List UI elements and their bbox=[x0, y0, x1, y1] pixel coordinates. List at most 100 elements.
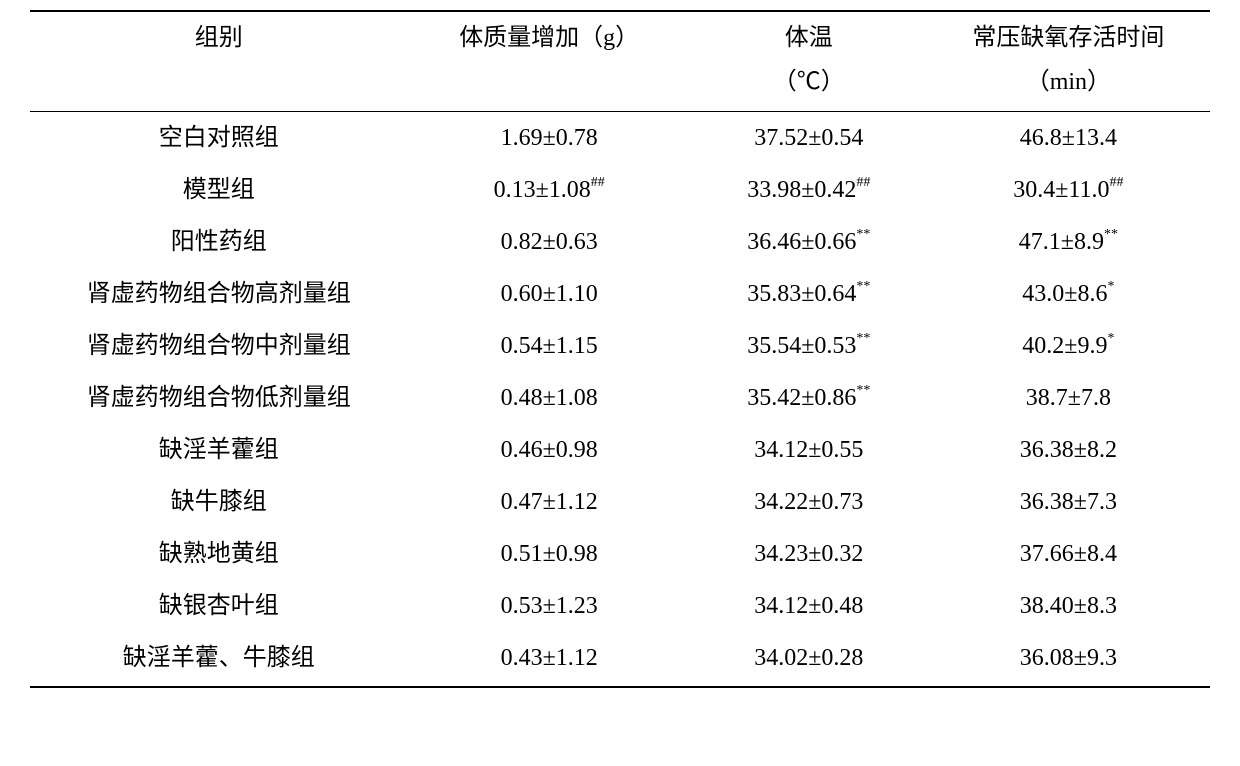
header-mass-sub bbox=[408, 62, 691, 112]
header-group: 组别 bbox=[30, 11, 408, 62]
table-row: 缺淫羊藿、牛膝组 0.43±1.12 34.02±0.28 36.08±9.3 bbox=[30, 632, 1210, 687]
cell-temp-value: 34.12±0.55 bbox=[754, 437, 863, 463]
cell-mass: 0.47±1.12 bbox=[408, 476, 691, 528]
cell-temp: 35.42±0.86** bbox=[691, 372, 927, 424]
cell-survival-superscript: ** bbox=[1104, 227, 1118, 242]
cell-survival-value: 47.1±8.9 bbox=[1019, 229, 1104, 255]
cell-survival-value: 38.40±8.3 bbox=[1020, 593, 1117, 619]
header-mass: 体质量增加（g） bbox=[408, 11, 691, 62]
table-row: 缺银杏叶组 0.53±1.23 34.12±0.48 38.40±8.3 bbox=[30, 580, 1210, 632]
cell-mass: 0.43±1.12 bbox=[408, 632, 691, 687]
table-row: 缺淫羊藿组0.46±0.9834.12±0.5536.38±8.2 bbox=[30, 424, 1210, 476]
header-temp: 体温 bbox=[691, 11, 927, 62]
cell-survival: 36.38±8.2 bbox=[927, 424, 1210, 476]
cell-mass-value: 0.46±0.98 bbox=[501, 437, 598, 463]
cell-survival-superscript: ## bbox=[1110, 175, 1124, 190]
cell-group: 缺淫羊藿、牛膝组 bbox=[30, 632, 408, 687]
cell-mass-value: 0.60±1.10 bbox=[501, 281, 598, 307]
cell-mass-value: 0.13±1.08 bbox=[494, 177, 591, 203]
cell-group: 缺熟地黄组 bbox=[30, 528, 408, 580]
cell-temp-value: 34.12±0.48 bbox=[754, 593, 863, 619]
table-row: 阳性药组0.82±0.6336.46±0.66**47.1±8.9** bbox=[30, 216, 1210, 268]
cell-temp-value: 33.98±0.42 bbox=[747, 177, 856, 203]
cell-survival: 30.4±11.0## bbox=[927, 164, 1210, 216]
table-row: 缺牛膝组 0.47±1.12 34.22±0.73 36.38±7.3 bbox=[30, 476, 1210, 528]
cell-group: 模型组 bbox=[30, 164, 408, 216]
cell-survival: 43.0±8.6* bbox=[927, 268, 1210, 320]
table-row: 肾虚药物组合物低剂量组 0.48±1.08 35.42±0.86** 38.7±7.8 bbox=[30, 372, 1210, 424]
cell-survival-value: 43.0±8.6 bbox=[1022, 281, 1107, 307]
cell-temp: 37.52±0.54 bbox=[691, 112, 927, 165]
cell-survival: 38.40±8.3 bbox=[927, 580, 1210, 632]
table-row: 空白对照组 1.69±0.78 37.52±0.54 46.8±13.4 bbox=[30, 112, 1210, 165]
cell-temp: 34.12±0.48 bbox=[691, 580, 927, 632]
cell-group: 缺牛膝组 bbox=[30, 476, 408, 528]
cell-temp-value: 34.02±0.28 bbox=[754, 645, 863, 671]
cell-group: 肾虚药物组合物低剂量组 bbox=[30, 372, 408, 424]
cell-mass-superscript: ## bbox=[591, 175, 605, 190]
cell-temp-value: 35.54±0.53 bbox=[747, 333, 856, 359]
header-surv-sub: （min） bbox=[927, 62, 1210, 112]
cell-mass-value: 0.82±0.63 bbox=[501, 229, 598, 255]
data-table-container: 组别 体质量增加（g） 体温 常压缺氧存活时间 （℃） （min） 空白对照组 1… bbox=[0, 0, 1240, 708]
header-temp-sub: （℃） bbox=[691, 62, 927, 112]
cell-temp: 34.23±0.32 bbox=[691, 528, 927, 580]
cell-mass-value: 0.53±1.23 bbox=[501, 593, 598, 619]
cell-temp-value: 34.22±0.73 bbox=[754, 489, 863, 515]
cell-temp-value: 36.46±0.66 bbox=[747, 229, 856, 255]
cell-survival-value: 37.66±8.4 bbox=[1020, 541, 1117, 567]
cell-temp: 34.12±0.55 bbox=[691, 424, 927, 476]
table-row: 缺熟地黄组 0.51±0.98 34.23±0.32 37.66±8.4 bbox=[30, 528, 1210, 580]
cell-mass: 0.60±1.10 bbox=[408, 268, 691, 320]
cell-mass: 0.13±1.08## bbox=[408, 164, 691, 216]
cell-survival-superscript: * bbox=[1107, 279, 1114, 294]
cell-survival: 37.66±8.4 bbox=[927, 528, 1210, 580]
cell-temp-superscript: ** bbox=[856, 331, 870, 346]
cell-temp-value: 34.23±0.32 bbox=[754, 541, 863, 567]
cell-survival: 36.08±9.3 bbox=[927, 632, 1210, 687]
cell-survival: 38.7±7.8 bbox=[927, 372, 1210, 424]
cell-temp: 35.83±0.64** bbox=[691, 268, 927, 320]
cell-mass-value: 0.54±1.15 bbox=[501, 333, 598, 359]
cell-survival-value: 38.7±7.8 bbox=[1026, 385, 1111, 411]
cell-mass: 1.69±0.78 bbox=[408, 112, 691, 165]
cell-temp-superscript: ## bbox=[856, 175, 870, 190]
cell-mass: 0.46±0.98 bbox=[408, 424, 691, 476]
cell-survival: 40.2±9.9* bbox=[927, 320, 1210, 372]
cell-survival-value: 46.8±13.4 bbox=[1020, 125, 1117, 151]
cell-temp: 35.54±0.53** bbox=[691, 320, 927, 372]
data-table: 组别 体质量增加（g） 体温 常压缺氧存活时间 （℃） （min） 空白对照组 1… bbox=[30, 10, 1210, 688]
table-row: 模型组0.13±1.08##33.98±0.42##30.4±11.0## bbox=[30, 164, 1210, 216]
cell-mass-value: 0.48±1.08 bbox=[501, 385, 598, 411]
cell-mass-value: 1.69±0.78 bbox=[501, 125, 598, 151]
cell-mass-value: 0.47±1.12 bbox=[501, 489, 598, 515]
table-row: 肾虚药物组合物高剂量组0.60±1.1035.83±0.64**43.0±8.6… bbox=[30, 268, 1210, 320]
cell-mass-value: 0.43±1.12 bbox=[501, 645, 598, 671]
table-header: 组别 体质量增加（g） 体温 常压缺氧存活时间 （℃） （min） bbox=[30, 11, 1210, 112]
cell-temp-superscript: ** bbox=[856, 227, 870, 242]
cell-group: 缺银杏叶组 bbox=[30, 580, 408, 632]
cell-survival: 47.1±8.9** bbox=[927, 216, 1210, 268]
cell-group: 阳性药组 bbox=[30, 216, 408, 268]
cell-group: 肾虚药物组合物高剂量组 bbox=[30, 268, 408, 320]
cell-mass: 0.53±1.23 bbox=[408, 580, 691, 632]
cell-mass: 0.51±0.98 bbox=[408, 528, 691, 580]
cell-group: 空白对照组 bbox=[30, 112, 408, 165]
cell-survival-value: 36.38±8.2 bbox=[1020, 437, 1117, 463]
cell-temp-value: 35.83±0.64 bbox=[747, 281, 856, 307]
cell-mass-value: 0.51±0.98 bbox=[501, 541, 598, 567]
cell-mass: 0.48±1.08 bbox=[408, 372, 691, 424]
cell-survival-value: 36.08±9.3 bbox=[1020, 645, 1117, 671]
cell-survival-value: 36.38±7.3 bbox=[1020, 489, 1117, 515]
cell-temp-superscript: ** bbox=[856, 279, 870, 294]
cell-survival: 36.38±7.3 bbox=[927, 476, 1210, 528]
cell-mass: 0.82±0.63 bbox=[408, 216, 691, 268]
cell-temp: 36.46±0.66** bbox=[691, 216, 927, 268]
header-surv: 常压缺氧存活时间 bbox=[927, 11, 1210, 62]
table-body: 空白对照组1.69±0.7837.52±0.5446.8±13.4模型组0.13… bbox=[30, 112, 1210, 688]
cell-temp: 34.02±0.28 bbox=[691, 632, 927, 687]
cell-survival-value: 30.4±11.0 bbox=[1013, 177, 1109, 203]
cell-mass: 0.54±1.15 bbox=[408, 320, 691, 372]
cell-group: 肾虚药物组合物中剂量组 bbox=[30, 320, 408, 372]
cell-temp-value: 35.42±0.86 bbox=[747, 385, 856, 411]
